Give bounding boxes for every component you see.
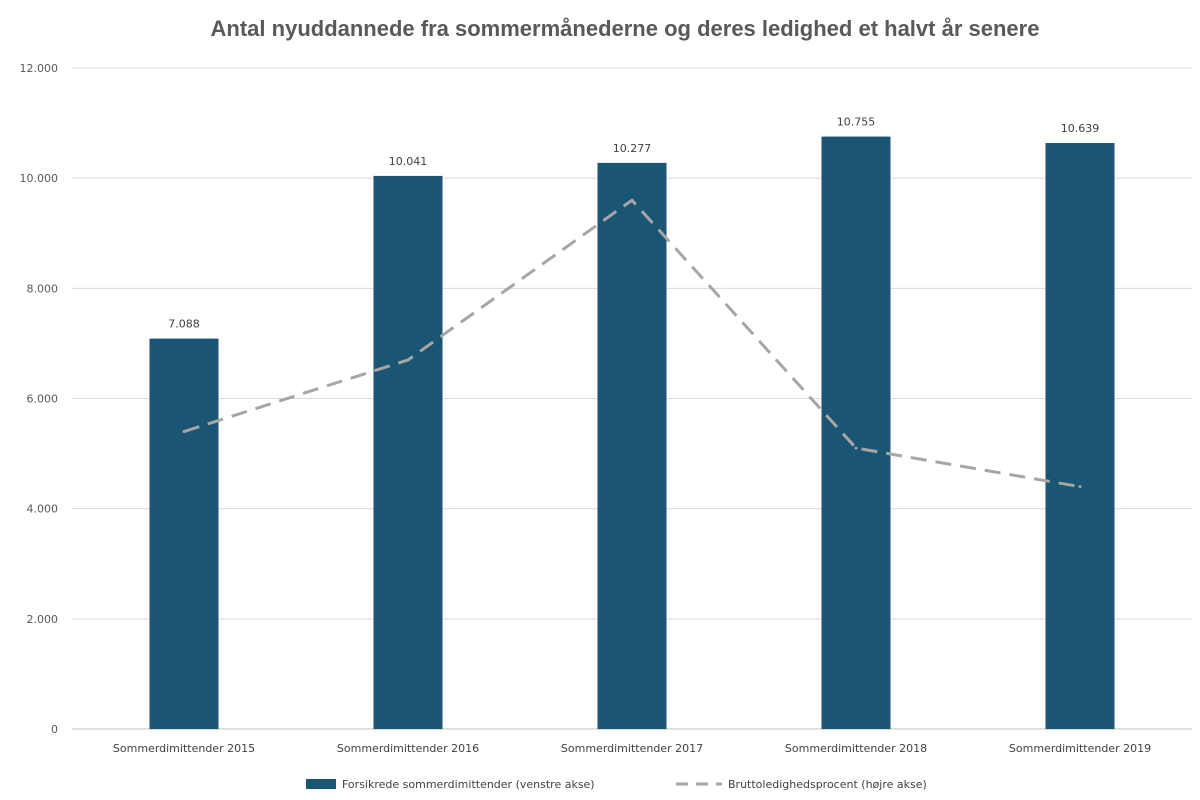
bar — [821, 136, 891, 730]
y-tick-label: 0 — [51, 723, 58, 736]
chart-title: Antal nyuddannede fra sommermånederne og… — [210, 16, 1040, 41]
y-tick-label: 2.000 — [27, 613, 59, 626]
legend-swatch-bar — [306, 779, 336, 789]
bar — [597, 162, 667, 730]
bar — [1045, 142, 1115, 730]
legend-label-line: Bruttoledighedsprocent (højre akse) — [728, 778, 927, 791]
data-label: 10.277 — [613, 142, 652, 155]
y-tick-label: 10.000 — [20, 172, 59, 185]
bar-series — [149, 136, 1115, 730]
x-tick-label: Sommerdimittender 2015 — [113, 742, 255, 755]
x-tick-label: Sommerdimittender 2016 — [337, 742, 479, 755]
line-point — [406, 358, 410, 362]
line-point — [1078, 485, 1082, 489]
y-tick-label: 6.000 — [27, 393, 59, 406]
data-label: 7.088 — [168, 318, 200, 331]
bar — [373, 175, 443, 729]
line-point — [630, 198, 634, 202]
y-tick-label: 12.000 — [20, 62, 59, 75]
x-axis-ticks: Sommerdimittender 2015 Sommerdimittender … — [113, 742, 1151, 755]
legend-label-bar: Forsikrede sommerdimittender (venstre ak… — [342, 778, 595, 791]
y-tick-label: 8.000 — [27, 282, 59, 295]
data-label: 10.755 — [837, 116, 876, 129]
x-tick-label: Sommerdimittender 2017 — [561, 742, 703, 755]
line-series — [182, 198, 1082, 489]
x-tick-label: Sommerdimittender 2019 — [1009, 742, 1151, 755]
bar — [149, 338, 219, 729]
legend: Forsikrede sommerdimittender (venstre ak… — [306, 778, 927, 791]
data-label: 10.041 — [389, 155, 428, 168]
y-axis-ticks: 0 2.000 4.000 6.000 8.000 10.000 12.000 — [20, 62, 59, 736]
data-labels: 7.088 10.041 10.277 10.755 10.639 — [168, 116, 1099, 331]
line-point — [854, 446, 858, 450]
data-label: 10.639 — [1061, 122, 1100, 135]
x-tick-label: Sommerdimittender 2018 — [785, 742, 927, 755]
line-point — [182, 430, 186, 434]
y-tick-label: 4.000 — [27, 503, 59, 516]
